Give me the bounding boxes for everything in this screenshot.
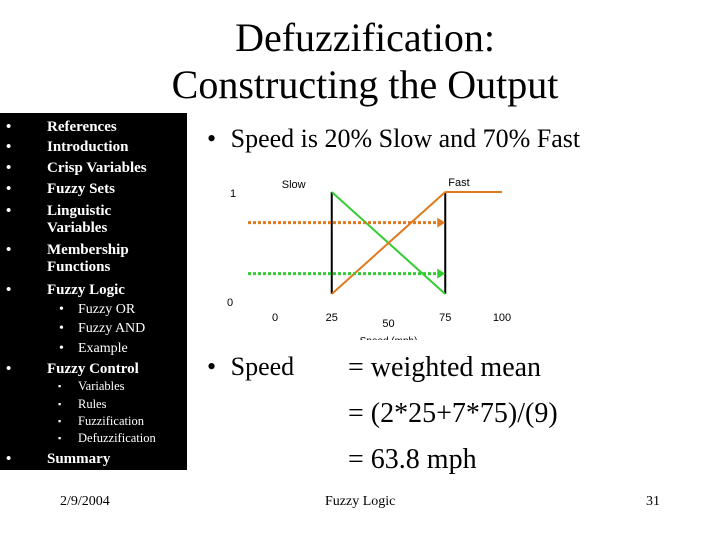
title-line-1: Defuzzification: — [235, 15, 495, 60]
title-line-2: Constructing the Output — [171, 62, 559, 107]
sidebar-item-crisp-variables[interactable]: • Crisp Variables — [6, 160, 147, 176]
sidebar-item-fuzzy-sets[interactable]: • Fuzzy Sets — [6, 181, 115, 197]
formula-line-2: = (2*25+7*75)/(9) — [348, 398, 558, 429]
y-tick-label: 0 — [227, 297, 233, 309]
x-tick-label: 100 — [493, 312, 511, 324]
x-tick-label: 50 — [382, 318, 394, 330]
bullet-speed: • Speed — [207, 352, 295, 381]
cut-level-arrow-0 — [437, 217, 446, 228]
slide-title: Defuzzification: Constructing the Output — [100, 14, 630, 108]
formula-line-3: = 63.8 mph — [348, 444, 477, 475]
sidebar-subitem-defuzzification[interactable]: ▪ Defuzzification — [58, 431, 156, 445]
x-tick-label: 25 — [326, 312, 338, 324]
sidebar-item-summary[interactable]: • Summary — [6, 451, 111, 467]
sidebar-item-fuzzy-logic[interactable]: • Fuzzy Logic — [6, 282, 125, 298]
sidebar-subitem-fuzzy-and[interactable]: • Fuzzy AND — [59, 321, 146, 336]
series-line-fast — [331, 191, 446, 295]
footer-date: 2/9/2004 — [60, 494, 110, 509]
sidebar-subitem-fuzzification[interactable]: ▪ Fuzzification — [58, 414, 144, 428]
cut-level-arrow-1 — [437, 268, 446, 279]
footer-center-title: Fuzzy Logic — [325, 494, 396, 509]
series-label-fast: Fast — [448, 177, 469, 189]
bullet-speed-membership: • Speed is 20% Slow and 70% Fast — [207, 124, 581, 153]
y-tick-label: 1 — [230, 188, 236, 200]
sidebar-item-introduction[interactable]: • Introduction — [6, 139, 129, 155]
bullet-dot: • — [207, 124, 217, 153]
sidebar-item-membership-functions[interactable]: • Membership Functions — [6, 242, 129, 275]
footer-page-number: 31 — [646, 494, 660, 509]
x-tick-label: 75 — [439, 312, 451, 324]
sidebar-subitem-example[interactable]: • Example — [59, 341, 128, 356]
sidebar-item-linguistic-variables[interactable]: • Linguistic Variables — [6, 203, 112, 236]
sidebar-subitem-fuzzy-or[interactable]: • Fuzzy OR — [59, 302, 136, 317]
sidebar-item-references[interactable]: • References — [6, 119, 117, 135]
x-axis-label: Speed (mph) — [360, 336, 418, 340]
sidebar-subitem-variables[interactable]: ▪ Variables — [58, 379, 125, 393]
formula-line-1: = weighted mean — [348, 352, 542, 383]
sidebar-outline: • References • Introduction • Crisp Variabl… — [0, 113, 187, 470]
sidebar-subitem-rules[interactable]: ▪ Rules — [58, 397, 107, 411]
sidebar-item-fuzzy-control[interactable]: • Fuzzy Control — [6, 361, 139, 377]
x-tick-label: 0 — [272, 312, 278, 324]
series-label-slow: Slow — [282, 179, 306, 191]
bullet-dot: • — [207, 352, 217, 381]
